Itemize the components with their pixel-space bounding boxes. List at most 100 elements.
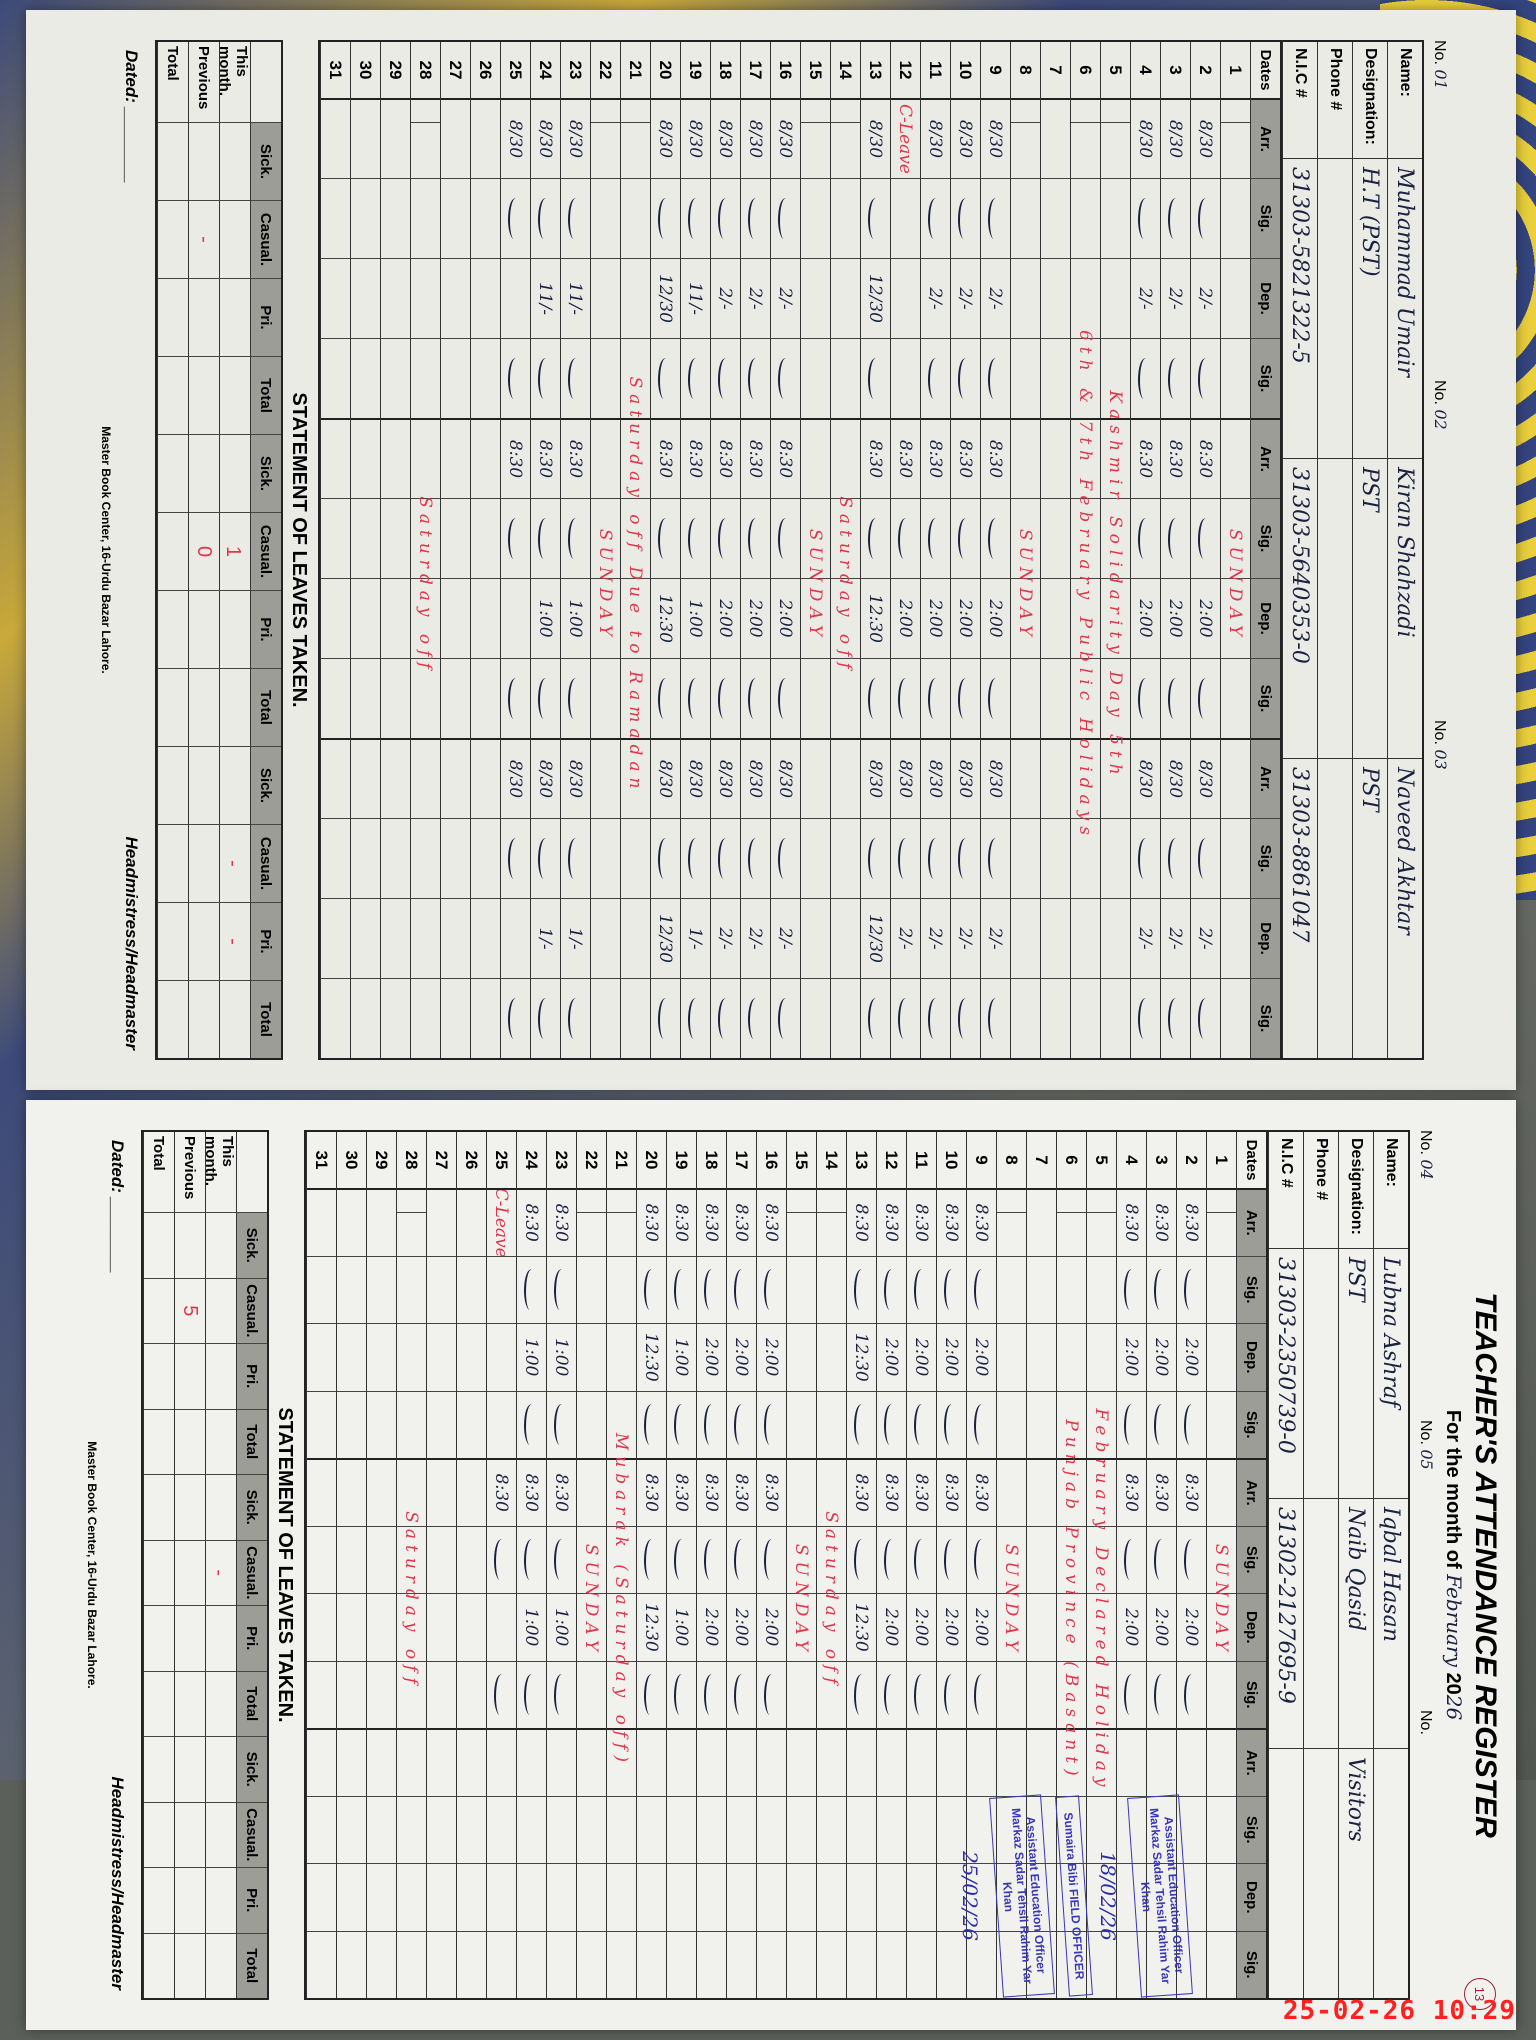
arrival-cell: 8:30 <box>561 418 590 498</box>
arrival-cell: 8:30 <box>967 1188 996 1256</box>
total-header: Total <box>237 1408 267 1474</box>
date-number: 1 <box>1212 1155 1232 1165</box>
arrival-cell <box>381 738 410 818</box>
signature-cell <box>1221 178 1250 258</box>
leave-count-cell <box>158 980 188 1058</box>
handwritten-signature <box>1124 1670 1139 1720</box>
signature-cell <box>621 178 650 258</box>
arrival-cell <box>337 1188 366 1256</box>
teacher-number-3: No. <box>1410 1710 1436 2000</box>
handwritten-signature <box>1168 674 1183 723</box>
time-value: 8:30 <box>761 1203 782 1242</box>
signature-cell <box>711 818 740 898</box>
nic-label: N.I.C # <box>1292 48 1309 98</box>
leave-count-cell: - <box>216 902 250 980</box>
signature-cell <box>1011 978 1040 1058</box>
handwritten-signature <box>734 1265 749 1315</box>
handwritten-signature <box>778 514 793 563</box>
date-number: 3 <box>1152 1155 1172 1165</box>
time-value: 2/- <box>985 927 1006 950</box>
departure-cell: 2/- <box>771 258 800 338</box>
headmistress-label: Headmistress/Headmaster <box>122 836 141 1050</box>
dep-header: Dep. <box>1237 1593 1266 1661</box>
signature-cell <box>951 818 980 898</box>
leaves-title: STATEMENT OF LEAVES TAKEN. <box>274 1407 296 1723</box>
arrival-cell <box>877 1728 906 1796</box>
teacher-number-1: No. 04 <box>1410 1130 1436 1420</box>
time-value: 8:30 <box>971 1473 992 1512</box>
date-number: 25 <box>506 60 526 80</box>
departure-cell <box>1087 1593 1116 1661</box>
date-number: 28 <box>402 1150 422 1170</box>
time-value: 2/- <box>1165 927 1186 950</box>
time-value: 2:00 <box>731 1608 752 1647</box>
leave-count-cell <box>202 1474 236 1540</box>
arrival-cell: 8/30 <box>891 738 920 818</box>
signature-cell <box>1147 1255 1176 1323</box>
departure-cell: 2:00 <box>727 1323 756 1391</box>
time-value: 8:30 <box>521 1203 542 1242</box>
arrival-cell <box>517 1728 546 1796</box>
departure-cell: 2:00 <box>741 578 770 658</box>
signature-cell <box>771 658 800 738</box>
handwritten-signature <box>644 1400 659 1450</box>
arr-header: Arr. <box>1237 1728 1266 1796</box>
departure-cell <box>621 258 650 338</box>
time-value: 2/- <box>775 927 796 950</box>
arrival-cell: 8:30 <box>877 1458 906 1526</box>
departure-cell: 2/- <box>891 898 920 978</box>
time-value: 8/30 <box>985 119 1006 159</box>
arrival-cell: 8:30 <box>517 1458 546 1526</box>
date-number: 27 <box>432 1150 452 1170</box>
leave-count-cell: 1 <box>216 512 250 590</box>
departure-cell <box>997 1323 1026 1391</box>
time-value: 8/30 <box>775 119 796 159</box>
arrival-cell <box>577 1458 606 1526</box>
time-value: 8:30 <box>865 439 886 479</box>
signature-cell <box>861 338 890 418</box>
date-number: 19 <box>686 60 706 80</box>
leave-count-cell <box>158 512 188 590</box>
leave-count-cell <box>202 1670 236 1736</box>
handwritten-signature <box>554 1265 569 1315</box>
arrival-cell <box>367 1188 396 1256</box>
leave-count-cell: - <box>189 200 219 278</box>
handwritten-signature <box>538 994 553 1043</box>
time-value: 8:30 <box>505 439 526 479</box>
arrival-cell: 8:30 <box>981 418 1010 498</box>
arrival-cell <box>1101 98 1130 178</box>
handwritten-signature <box>734 1400 749 1450</box>
signature-cell <box>1101 498 1130 578</box>
date-row: 10 8/30 2/- 8:30 2:00 8/30 2/- <box>950 42 980 1058</box>
signature-cell <box>981 178 1010 258</box>
handwritten-signature <box>1198 354 1213 403</box>
arrival-cell <box>381 418 410 498</box>
signature-cell <box>891 818 920 898</box>
handwritten-signature <box>958 994 973 1043</box>
leave-count-cell <box>144 1474 174 1540</box>
handwritten-signature <box>958 674 973 723</box>
time-value: 1/- <box>565 927 586 950</box>
signature-cell <box>531 498 560 578</box>
no-label: No. <box>1417 1710 1434 1735</box>
departure-cell: 1:00 <box>667 1323 696 1391</box>
arrival-cell: 8:30 <box>1117 1188 1146 1256</box>
time-value: 8:30 <box>1181 1473 1202 1512</box>
departure-cell <box>907 1863 936 1931</box>
time-value: 8:30 <box>1135 439 1156 479</box>
departure-cell <box>621 898 650 978</box>
leave-count-cell <box>175 1670 205 1736</box>
arrival-cell: 8/30 <box>921 98 950 178</box>
casual-header: Casual. <box>237 1801 267 1867</box>
arrival-cell <box>411 98 440 178</box>
handwritten-signature <box>764 1400 779 1450</box>
time-value: 8/30 <box>925 119 946 159</box>
departure-cell <box>427 1863 456 1931</box>
nic-row: N.I.C # 31303-5821322-5 31303-5640353-0 313… <box>1282 42 1317 1058</box>
time-value: 8:30 <box>551 1473 572 1512</box>
signature-cell <box>787 1795 816 1863</box>
handwritten-signature <box>1198 514 1213 563</box>
arrival-cell: 8/30 <box>1131 738 1160 818</box>
departure-cell: 2/- <box>981 258 1010 338</box>
arrival-cell <box>367 1728 396 1796</box>
